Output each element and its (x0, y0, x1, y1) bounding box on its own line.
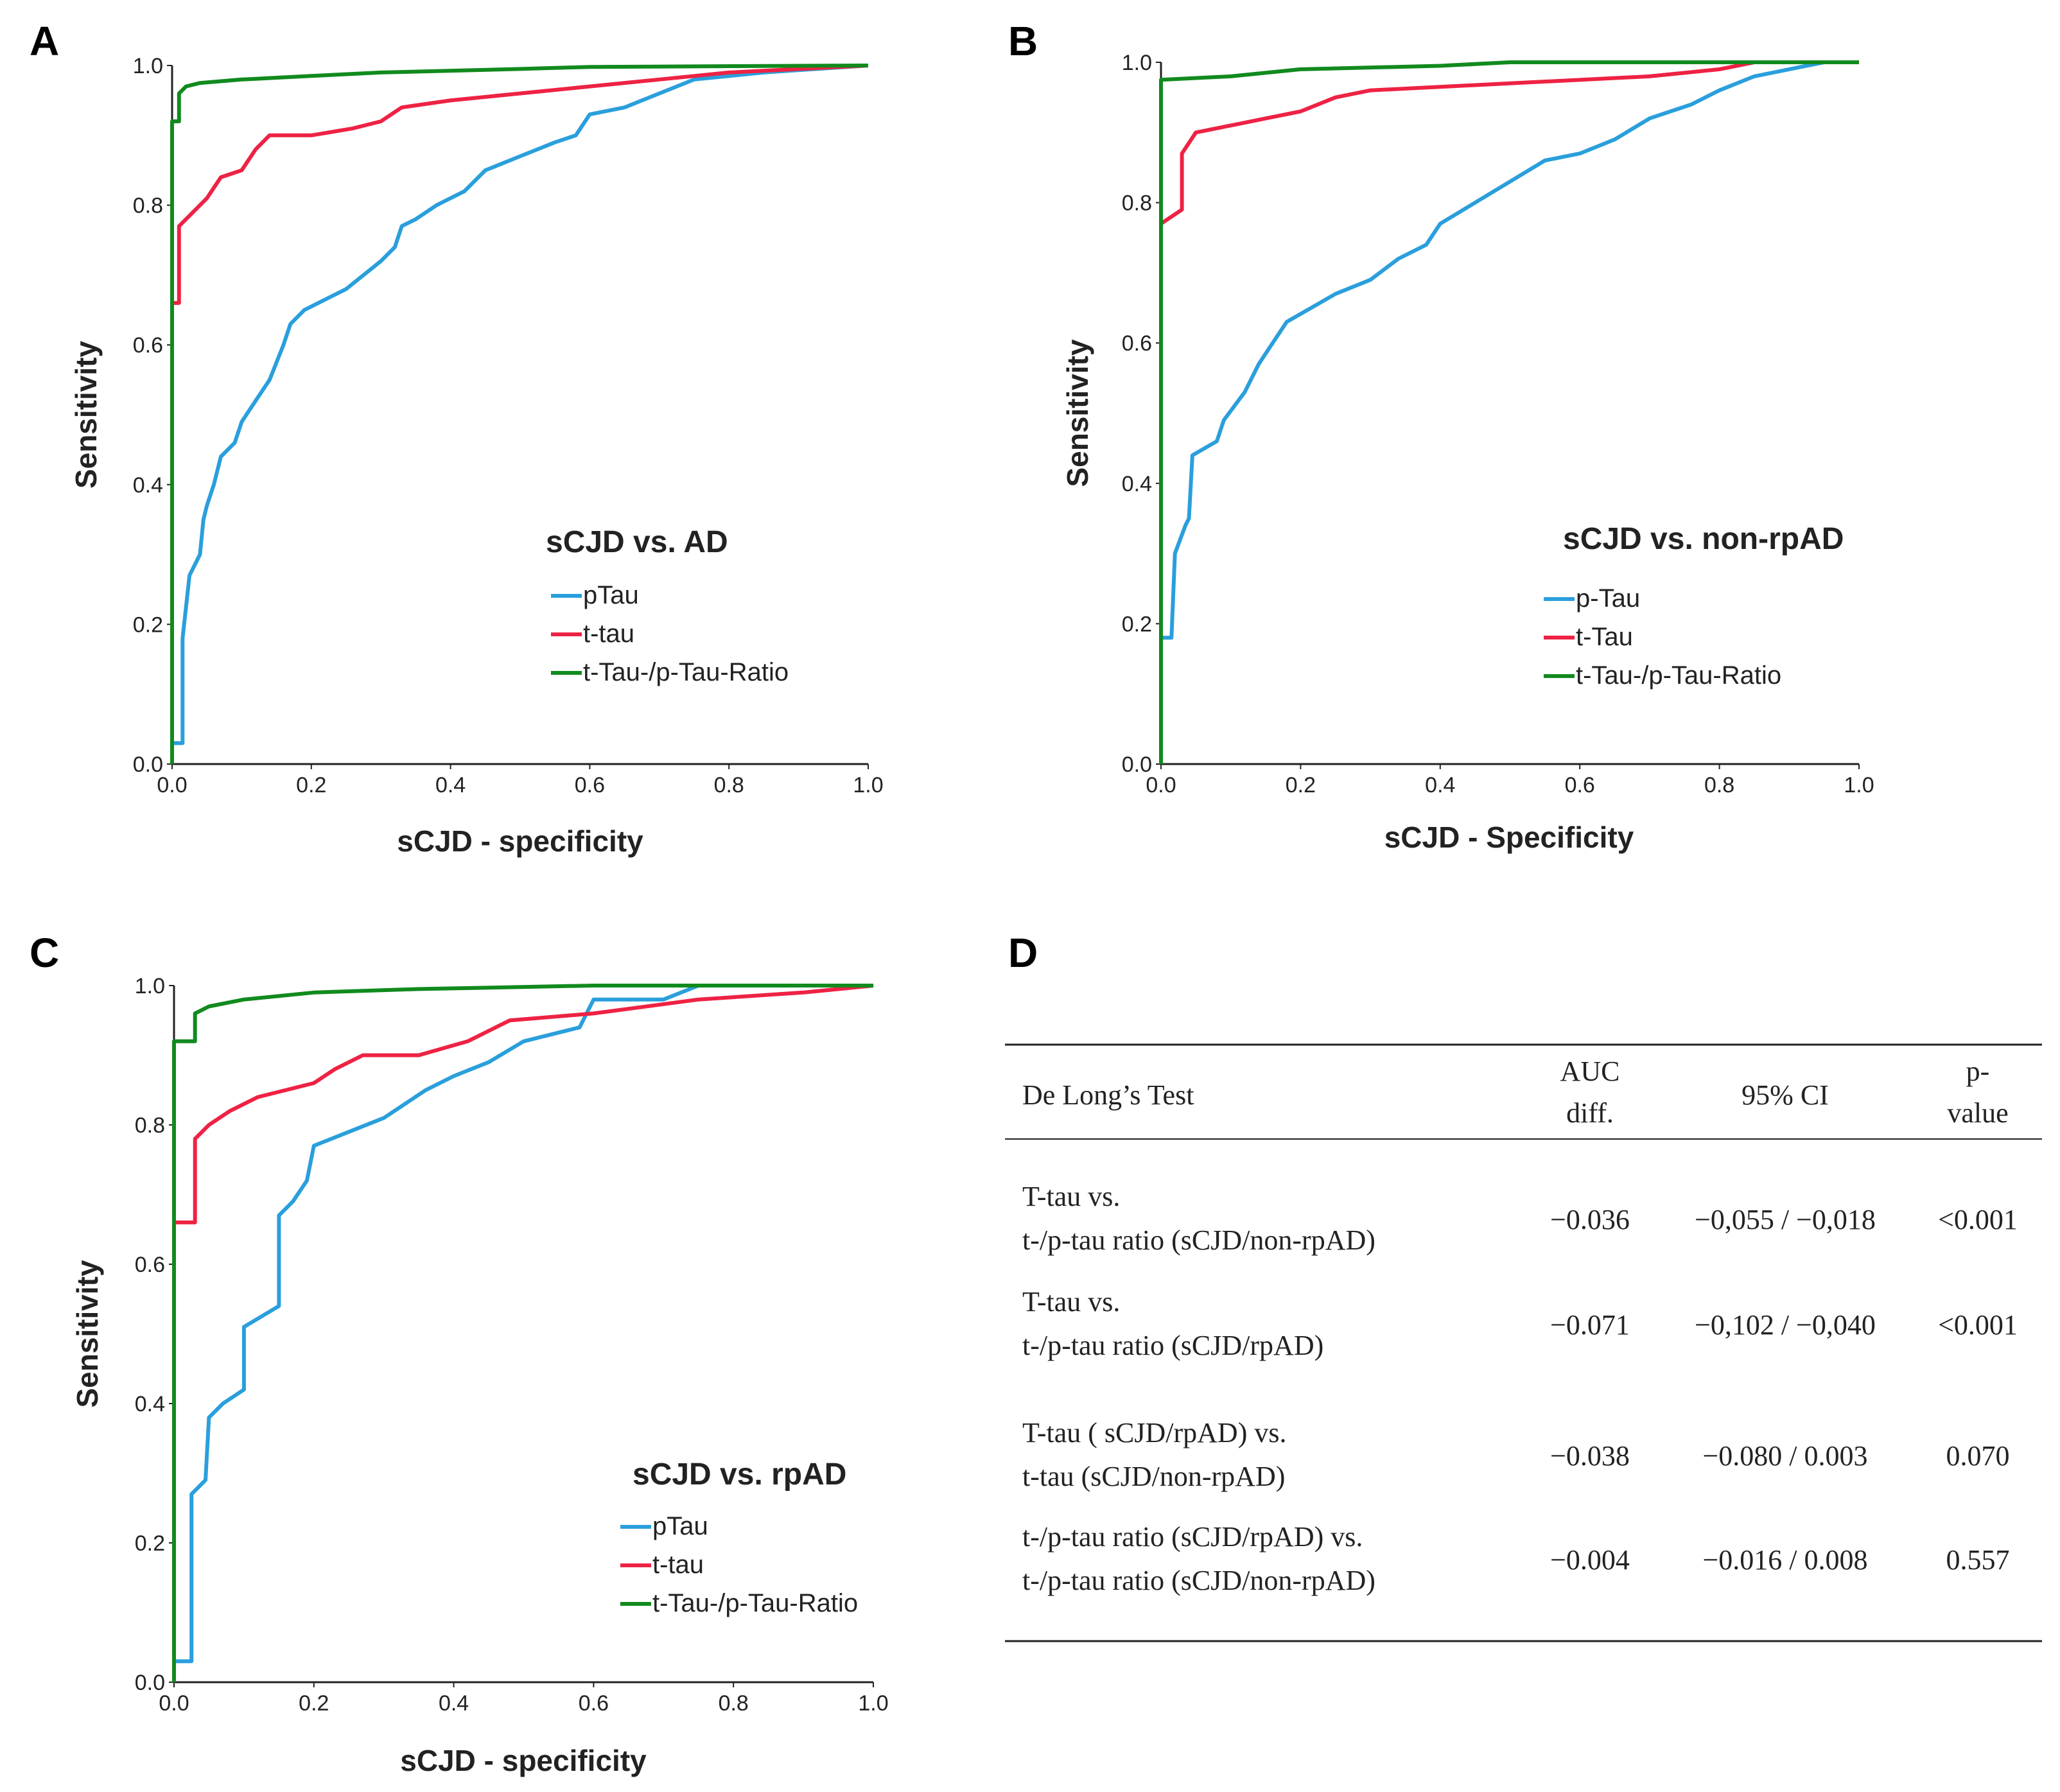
panel-letter-b: B (1008, 18, 1038, 64)
table-row-2-test: T-tau vs. (1022, 1286, 1120, 1318)
chart-c-y-tick-label: 0.8 (135, 1113, 165, 1138)
table-row-1-p: <0.001 (1938, 1204, 2018, 1235)
chart-b-series-t-tau-p-tau-ratio (1159, 60, 1859, 764)
chart-b-x-tick-label: 0.2 (1286, 773, 1316, 797)
chart-a-y-tick-label: 1.0 (133, 54, 163, 78)
table-row-2-auc: −0.071 (1550, 1309, 1630, 1341)
chart-c-series-t-tau-p-tau-ratio (172, 984, 873, 1682)
table-row-2-ci: −0,102 / −0,040 (1695, 1309, 1876, 1341)
table-header-test: De Long’s Test (1022, 1079, 1194, 1111)
chart-c-x-tick-label: 0.6 (579, 1691, 609, 1716)
chart-a: 0.0 0.2 0.4 0.6 0.8 1.0 0.0 0.2 0.4 0.6 0.8 1.0 sCJD… (69, 54, 884, 858)
chart-b-y-axis-label: Sensitivity (1061, 339, 1094, 487)
table-header-p: p- (1966, 1056, 1990, 1087)
chart-a-x-tick-label: 1.0 (853, 773, 883, 797)
table-header-auc: AUC (1560, 1056, 1620, 1087)
chart-c-y-tick-label: 0.6 (135, 1253, 165, 1277)
panel-letter-a: A (30, 18, 59, 64)
chart-a-y-axis-label: Sensitivity (69, 341, 103, 489)
chart-a-x-axis-label: sCJD - specificity (397, 824, 643, 858)
chart-a-legend-label-ptau: pTau (583, 581, 639, 609)
chart-a-x-tick-label: 0.0 (157, 773, 187, 797)
table-row-1-auc: −0.036 (1550, 1204, 1630, 1235)
panel-letter-d: D (1008, 930, 1038, 976)
chart-b-series-p-tau (1159, 60, 1859, 764)
chart-c-series-ptau (172, 984, 873, 1682)
chart-c-legend-label-t-tau: t-tau (652, 1551, 704, 1579)
table-header-p: value (1947, 1097, 2008, 1129)
delong-table: De Long’s Test AUC diff. 95% CI p-value T-tau… (1005, 1043, 2042, 1642)
table-row-4-test: t-/p-tau ratio (sCJD/rpAD) vs. (1022, 1521, 1363, 1553)
table-header-ci: 95% CI (1741, 1079, 1829, 1111)
table-row-4-auc: −0.004 (1550, 1544, 1630, 1576)
chart-b-x-tick-label: 0.0 (1146, 773, 1176, 797)
chart-a-series-t-tau (170, 64, 869, 764)
chart-b-x-tick-label: 1.0 (1844, 773, 1874, 797)
chart-a-x-tick-label: 0.4 (435, 773, 466, 797)
chart-b-y-tick-label: 0.2 (1122, 612, 1152, 636)
table-row-1-ci: −0,055 / −0,018 (1695, 1204, 1876, 1235)
chart-c-x-tick-label: 0.2 (299, 1691, 329, 1716)
chart-a-legend-label-t-tau: t-tau (583, 620, 634, 648)
chart-a-legend-label-t-tau-p-tau-ratio: t-Tau-/p-Tau-Ratio (583, 658, 789, 686)
chart-a-y-tick-label: 0.4 (133, 473, 163, 498)
table-row-4-ci: −0.016 / 0.008 (1702, 1544, 1867, 1576)
chart-a-title: sCJD vs. AD (546, 525, 728, 559)
chart-c-y-tick-label: 0.2 (135, 1531, 165, 1556)
chart-a-y-tick-label: 0.0 (133, 752, 163, 777)
chart-c-y-tick-label: 1.0 (135, 974, 165, 998)
panel-letter-c: C (30, 930, 59, 976)
chart-a-y-tick-label: 0.8 (133, 194, 163, 218)
chart-b-x-axis-label: sCJD - Specificity (1384, 821, 1634, 854)
chart-c-x-axis-label: sCJD - specificity (400, 1744, 647, 1777)
table-row-3-p: 0.070 (1946, 1440, 2010, 1472)
chart-a-series-t-tau-p-tau-ratio (170, 64, 869, 764)
chart-c-y-tick-label: 0.0 (135, 1671, 165, 1695)
chart-a-series-ptau (170, 64, 869, 764)
chart-b-y-tick-label: 0.6 (1122, 331, 1152, 356)
table-row-1-test: T-tau vs. (1022, 1181, 1120, 1212)
table-row-1-test: t-/p-tau ratio (sCJD/non-rpAD) (1022, 1224, 1375, 1256)
chart-b-x-tick-label: 0.6 (1565, 773, 1595, 797)
chart-a-x-tick-label: 0.6 (575, 773, 605, 797)
chart-b-series-t-tau (1159, 60, 1859, 764)
chart-b-x-tick-label: 0.8 (1704, 773, 1734, 797)
chart-a-y-tick-label: 0.2 (133, 613, 163, 637)
chart-b-legend-label-t-tau-p-tau-ratio: t-Tau-/p-Tau-Ratio (1576, 661, 1781, 690)
chart-b-y-tick-label: 1.0 (1122, 51, 1152, 75)
chart-c-y-tick-label: 0.4 (135, 1392, 165, 1416)
chart-c-y-axis-label: Sensitivity (71, 1260, 104, 1408)
table-row-3-auc: −0.038 (1550, 1440, 1630, 1472)
table-row-3-ci: −0.080 / 0.003 (1702, 1440, 1867, 1472)
chart-c-title: sCJD vs. rpAD (633, 1457, 846, 1492)
chart-c: 0.0 0.2 0.4 0.6 0.8 1.0 0.0 0.2 0.4 0.6 0.8 1.0 sCJD… (71, 974, 889, 1777)
chart-b-x-tick-label: 0.4 (1425, 773, 1455, 797)
chart-a-x-tick-label: 0.8 (714, 773, 744, 797)
chart-b-legend-label-p-tau: p-Tau (1576, 584, 1640, 613)
table-header-auc: diff. (1566, 1097, 1614, 1129)
table-row-2-p: <0.001 (1938, 1309, 2018, 1341)
chart-c-series-t-tau (172, 984, 874, 1682)
table-row-4-test: t-/p-tau ratio (sCJD/non-rpAD) (1022, 1565, 1375, 1596)
chart-b: 0.0 0.2 0.4 0.6 0.8 1.0 0.0 0.2 0.4 0.6 0.8 1.0 sCJD… (1061, 51, 1874, 854)
chart-c-x-tick-label: 0.8 (719, 1691, 749, 1716)
chart-c-x-tick-label: 1.0 (858, 1691, 888, 1716)
chart-c-x-tick-label: 0.4 (439, 1691, 469, 1716)
chart-b-y-tick-label: 0.4 (1122, 472, 1152, 496)
chart-b-legend-label-t-tau: t-Tau (1576, 623, 1633, 651)
chart-b-y-tick-label: 0.0 (1122, 752, 1152, 777)
chart-b-y-tick-label: 0.8 (1122, 191, 1152, 216)
chart-c-legend-label-t-tau-p-tau-ratio: t-Tau-/p-Tau-Ratio (652, 1589, 858, 1617)
chart-a-y-tick-label: 0.6 (133, 333, 163, 358)
table-row-3-test: t-tau (sCJD/non-rpAD) (1022, 1461, 1285, 1492)
chart-a-x-tick-label: 0.2 (296, 773, 326, 797)
chart-c-legend-label-ptau: pTau (652, 1512, 708, 1540)
table-row-2-test: t-/p-tau ratio (sCJD/rpAD) (1022, 1330, 1323, 1361)
table-row-3-test: T-tau ( sCJD/rpAD) vs. (1022, 1417, 1286, 1448)
chart-c-x-tick-label: 0.0 (159, 1691, 189, 1716)
table-row-4-p: 0.557 (1946, 1544, 2010, 1576)
chart-b-title: sCJD vs. non-rpAD (1563, 522, 1844, 556)
